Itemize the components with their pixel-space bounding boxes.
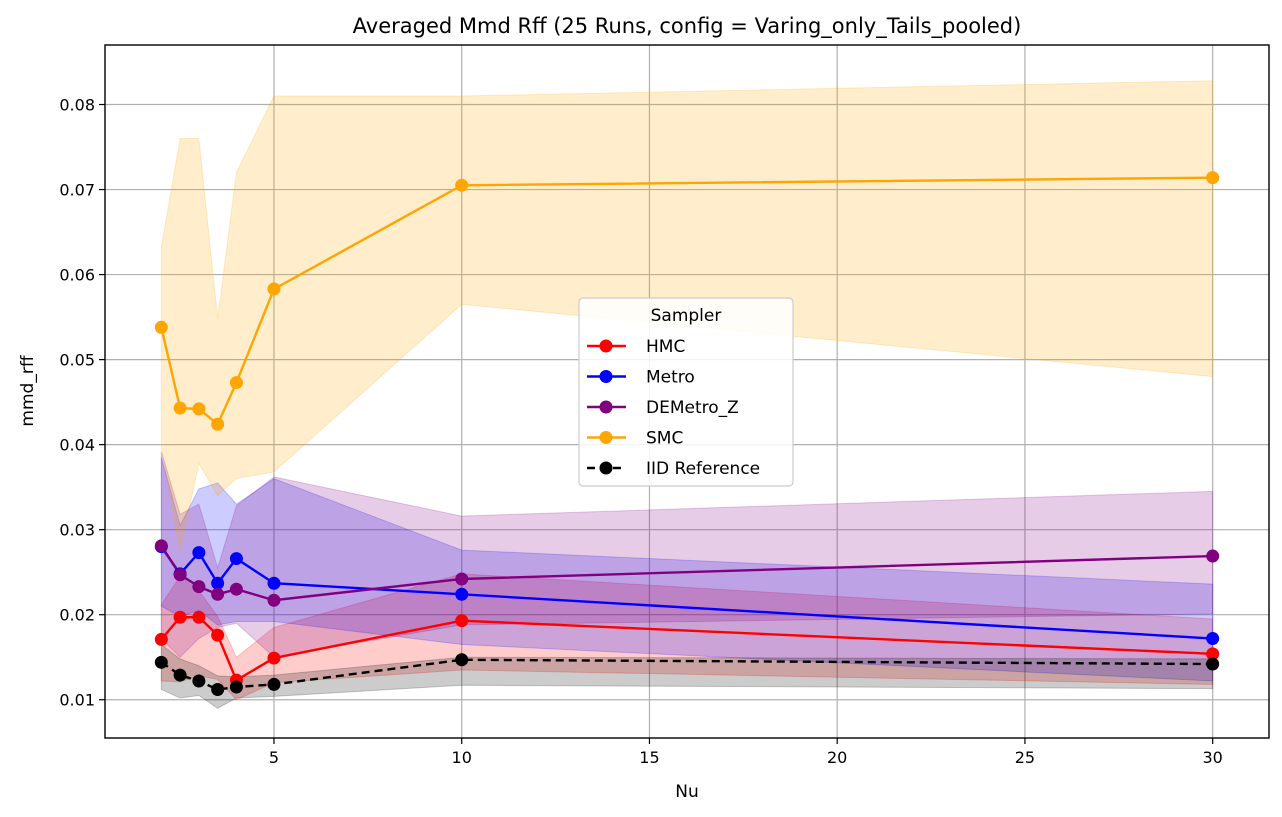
legend-marker-iid-reference xyxy=(599,461,613,475)
iid-reference-point xyxy=(1206,657,1220,671)
hmc-point xyxy=(267,651,281,665)
chart-title: Averaged Mmd Rff (25 Runs, config = Vari… xyxy=(353,14,1022,39)
hmc-point xyxy=(455,614,469,628)
hmc-band xyxy=(160,573,1214,701)
legend: Sampler HMC Metro DEMetro_Z SMC IID Referenc… xyxy=(578,297,794,487)
y-tick-label: 0.05 xyxy=(59,351,95,370)
x-tick-label: 15 xyxy=(639,748,659,767)
iid-reference-point xyxy=(229,680,243,694)
metro-point xyxy=(267,576,281,590)
axis-ticks: 5 10 15 20 25 30 0.01 0.02 0.03 0.04 0.05 0.06 0.07 0… xyxy=(59,96,1222,767)
demetro-z-point xyxy=(173,568,187,582)
legend-label-smc: SMC xyxy=(646,429,683,449)
iid-reference-point xyxy=(173,668,187,682)
x-tick-label: 25 xyxy=(1015,748,1035,767)
demetro-z-point xyxy=(1206,549,1220,563)
iid-reference-point xyxy=(455,653,469,667)
y-tick-label: 0.07 xyxy=(59,181,95,200)
legend-marker-hmc xyxy=(599,339,613,353)
legend-label-iid-reference: IID Reference xyxy=(646,459,760,479)
y-tick-label: 0.03 xyxy=(59,521,95,540)
metro-point xyxy=(229,552,243,566)
smc-point xyxy=(173,401,187,415)
demetro-z-point xyxy=(455,572,469,586)
metro-band xyxy=(160,457,1214,682)
smc-point xyxy=(229,376,243,390)
metro-point xyxy=(455,587,469,601)
legend-label-demetro-z: DEMetro_Z xyxy=(646,398,739,418)
legend-label-hmc: HMC xyxy=(646,337,685,357)
metro-point xyxy=(211,576,225,590)
y-tick-label: 0.04 xyxy=(59,436,95,455)
iid-reference-point xyxy=(192,674,206,688)
series-points xyxy=(154,171,1220,697)
smc-point xyxy=(1206,171,1220,185)
x-tick-label: 20 xyxy=(827,748,847,767)
y-tick-label: 0.06 xyxy=(59,266,95,285)
smc-point xyxy=(455,178,469,192)
x-tick-label: 5 xyxy=(269,748,279,767)
x-tick-label: 30 xyxy=(1202,748,1222,767)
demetro-z-point xyxy=(267,593,281,607)
hmc-point xyxy=(211,628,225,642)
iid-reference-line xyxy=(160,658,1213,691)
legend-marker-metro xyxy=(599,370,613,383)
demetro-z-point xyxy=(154,539,168,553)
demetro-z-point xyxy=(211,587,225,601)
iid-reference-point xyxy=(211,683,225,697)
x-tick-label: 10 xyxy=(452,748,472,767)
demetro-z-point xyxy=(229,582,243,596)
y-axis-label: mmd_rff xyxy=(18,354,38,426)
hmc-point xyxy=(1206,647,1220,661)
smc-point xyxy=(211,417,225,431)
iid-reference-point xyxy=(267,677,281,691)
smc-point xyxy=(267,282,281,296)
hmc-point xyxy=(173,610,187,624)
demetro-z-band xyxy=(160,451,1214,658)
y-tick-label: 0.02 xyxy=(59,606,95,625)
legend-box xyxy=(578,297,794,487)
x-axis-label: Nu xyxy=(675,782,699,802)
y-tick-label: 0.01 xyxy=(59,691,95,710)
smc-point xyxy=(154,320,168,334)
iid-reference-band xyxy=(160,643,1214,709)
legend-label-metro: Metro xyxy=(646,368,695,388)
metro-point xyxy=(192,546,206,560)
hmc-point xyxy=(154,632,168,646)
legend-marker-smc xyxy=(599,431,613,444)
hmc-point xyxy=(192,610,206,624)
demetro-z-point xyxy=(192,580,206,594)
iid-reference-point xyxy=(154,655,168,669)
plot-frame xyxy=(104,44,1270,739)
y-tick-label: 0.08 xyxy=(59,96,95,115)
metro-point xyxy=(1206,632,1220,646)
legend-title: Sampler xyxy=(651,306,722,326)
smc-point xyxy=(192,402,206,416)
legend-marker-demetro-z xyxy=(599,400,613,414)
